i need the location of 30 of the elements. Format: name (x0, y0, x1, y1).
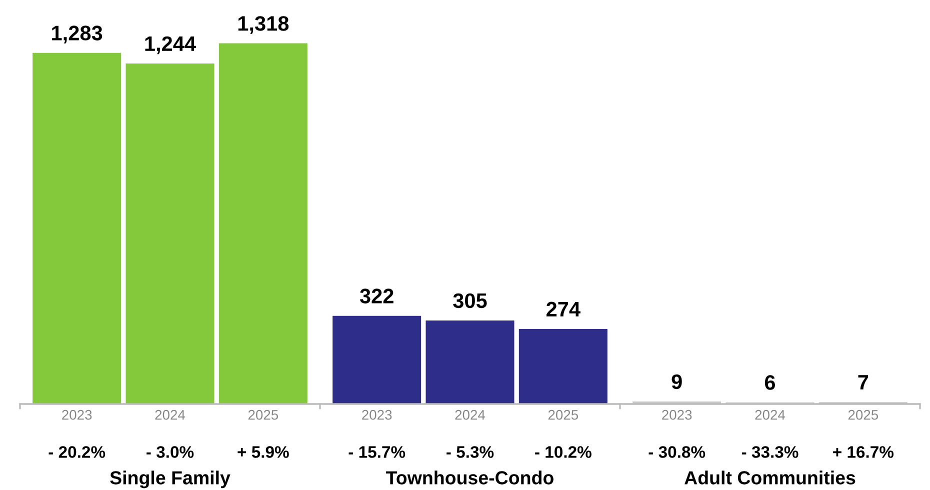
data-label: 322 (360, 288, 394, 304)
data-label: 9 (672, 374, 682, 390)
x-tick-label: 2025 (248, 410, 278, 420)
x-tick-label: 2024 (455, 410, 486, 420)
data-label: 7 (858, 375, 868, 390)
data-label: 6 (764, 375, 776, 390)
text: - 3.0% (146, 446, 194, 458)
x-tick-label: 2023 (62, 410, 92, 420)
x-tick-label: 2023 (662, 410, 692, 420)
x-tick-label: 2024 (155, 410, 186, 420)
text: - 30.8% (648, 446, 706, 458)
x-tick-label: 2024 (755, 410, 786, 420)
data-label: 1,318 (238, 16, 289, 34)
x-tick-label: 2023 (362, 410, 392, 420)
x-tick-label: 2025 (548, 410, 578, 420)
text: - 33.3% (742, 446, 798, 458)
text: - 15.7% (348, 446, 406, 458)
x-tick-label: 2025 (848, 410, 878, 420)
data-label: 1,283 (52, 26, 102, 44)
text: Townhouse-Condo (386, 470, 554, 484)
data-label: 1,244 (145, 36, 196, 54)
text: + 16.7% (833, 446, 894, 458)
data-label: 305 (453, 293, 487, 308)
text: + 5.9% (238, 446, 289, 458)
text: - 5.3% (446, 446, 494, 458)
text: Adult Communities (684, 470, 856, 484)
text: - 10.2% (535, 446, 592, 458)
text: Single Family (110, 470, 230, 488)
data-label: 274 (546, 302, 580, 316)
text: - 20.2% (48, 446, 106, 458)
